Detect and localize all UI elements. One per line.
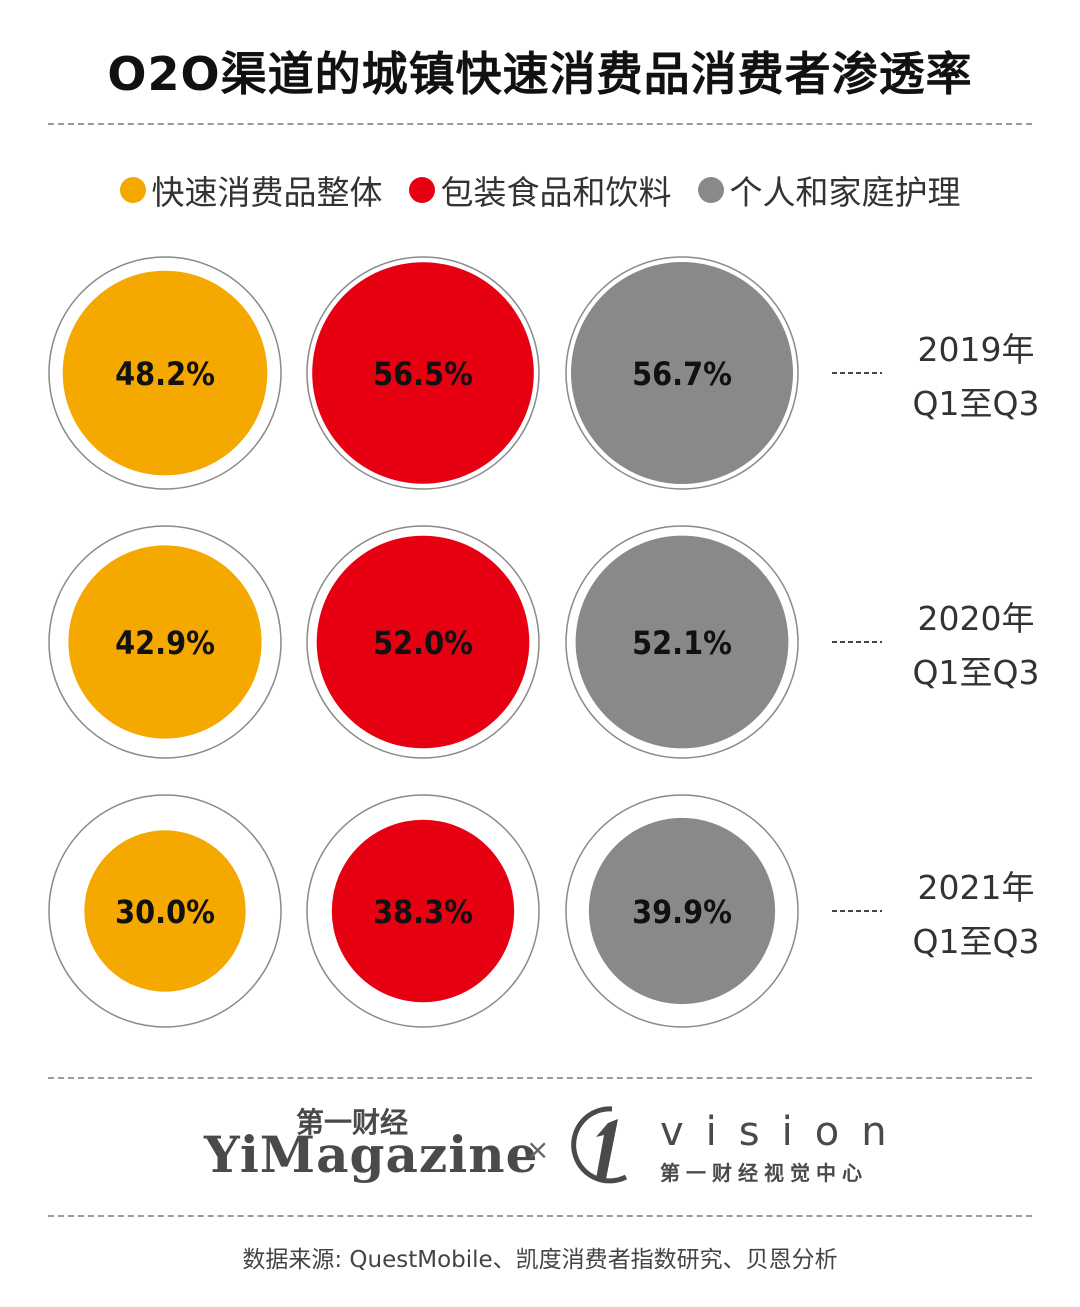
legend-dot-care bbox=[697, 177, 724, 203]
bottom-divider bbox=[48, 1215, 1032, 1217]
legend-dot-fmcg bbox=[119, 177, 146, 203]
row-year-label-0: 2019年 bbox=[918, 330, 1035, 369]
top-divider bbox=[48, 123, 1032, 125]
row-period-label-0: Q1至Q3 bbox=[913, 384, 1040, 423]
bubble-2-1 bbox=[331, 819, 515, 1003]
legend-item-food: 包装食品和饮料 bbox=[408, 166, 672, 214]
row-year-label-1: 2020年 bbox=[918, 599, 1035, 638]
page-title: O2O渠道的城镇快速消费品消费者渗透率 bbox=[107, 47, 973, 101]
legend-dot-food bbox=[408, 177, 435, 203]
legend-label-food: 包装食品和饮料 bbox=[440, 173, 672, 212]
value-label-0-1: 56.5% bbox=[373, 355, 473, 393]
bubble-0-0 bbox=[62, 270, 268, 476]
legend: 快速消费品整体 包装食品和饮料 个人和家庭护理 bbox=[0, 166, 1080, 214]
value-label-2-0: 30.0% bbox=[115, 893, 215, 931]
middle-divider bbox=[48, 1077, 1032, 1079]
vision-cn-logo: 第一财经视觉中心 bbox=[660, 1161, 868, 1185]
bubble-0-2 bbox=[571, 262, 793, 484]
value-label-2-1: 38.3% bbox=[373, 893, 473, 931]
bubble-1-1 bbox=[316, 535, 530, 749]
bubble-0-1 bbox=[312, 262, 534, 484]
bubble-2-0 bbox=[84, 830, 246, 992]
value-label-1-1: 52.0% bbox=[373, 624, 473, 662]
legend-item-fmcg: 快速消费品整体 bbox=[119, 166, 383, 214]
bubble-1-0 bbox=[68, 545, 262, 739]
vision-logo-icon bbox=[571, 1106, 628, 1184]
row-year-label-2: 2021年 bbox=[918, 868, 1035, 907]
bubble-1-2 bbox=[575, 535, 789, 749]
bubble-chart: 48.2% 56.5% 56.7% 2019年 Q1至Q3 42.9% 52.0% 52.1%… bbox=[48, 256, 1040, 1028]
vision-en-logo: vision bbox=[660, 1109, 909, 1155]
value-label-1-0: 42.9% bbox=[115, 624, 215, 662]
value-label-0-0: 48.2% bbox=[115, 355, 215, 393]
bubble-2-2 bbox=[588, 817, 776, 1005]
row-period-label-1: Q1至Q3 bbox=[913, 653, 1040, 692]
row-period-label-2: Q1至Q3 bbox=[913, 922, 1040, 961]
value-label-2-2: 39.9% bbox=[632, 893, 732, 931]
yimagazine-cn-logo: 第一财经 bbox=[296, 1106, 409, 1139]
legend-item-care: 个人和家庭护理 bbox=[697, 166, 961, 214]
legend-label-care: 个人和家庭护理 bbox=[729, 173, 961, 212]
value-label-1-2: 52.1% bbox=[632, 624, 732, 662]
cross-mark: × bbox=[526, 1133, 550, 1166]
value-label-0-2: 56.7% bbox=[632, 355, 732, 393]
yimagazine-en-logo: YiMagazine bbox=[204, 1125, 539, 1184]
logo-area: 第一财经 YiMagazine × vision 第一财经视觉中心 bbox=[0, 1095, 1080, 1205]
source-note: 数据来源: QuestMobile、凯度消费者指数研究、贝恩分析 bbox=[242, 1247, 838, 1273]
legend-label-fmcg: 快速消费品整体 bbox=[151, 173, 383, 212]
